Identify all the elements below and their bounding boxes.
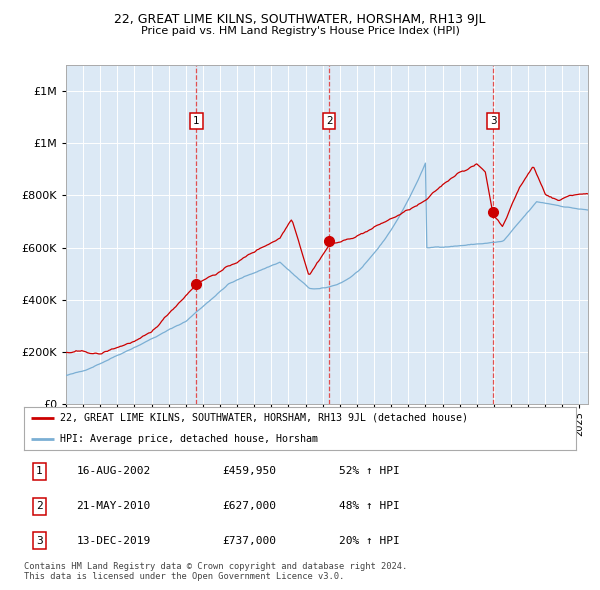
Text: 22, GREAT LIME KILNS, SOUTHWATER, HORSHAM, RH13 9JL: 22, GREAT LIME KILNS, SOUTHWATER, HORSHA… (114, 13, 486, 26)
Text: Price paid vs. HM Land Registry's House Price Index (HPI): Price paid vs. HM Land Registry's House … (140, 26, 460, 36)
Text: 1: 1 (193, 116, 200, 126)
Text: HPI: Average price, detached house, Horsham: HPI: Average price, detached house, Hors… (60, 434, 318, 444)
Text: 48% ↑ HPI: 48% ↑ HPI (338, 501, 400, 511)
Text: 22, GREAT LIME KILNS, SOUTHWATER, HORSHAM, RH13 9JL (detached house): 22, GREAT LIME KILNS, SOUTHWATER, HORSHA… (60, 413, 468, 422)
Text: 2: 2 (36, 501, 43, 511)
Text: 3: 3 (490, 116, 496, 126)
Text: 21-MAY-2010: 21-MAY-2010 (76, 501, 151, 511)
Text: 20% ↑ HPI: 20% ↑ HPI (338, 536, 400, 546)
Text: 1: 1 (36, 467, 43, 477)
Text: 16-AUG-2002: 16-AUG-2002 (76, 467, 151, 477)
Text: £459,950: £459,950 (223, 467, 277, 477)
Text: £627,000: £627,000 (223, 501, 277, 511)
Text: 13-DEC-2019: 13-DEC-2019 (76, 536, 151, 546)
Text: 3: 3 (36, 536, 43, 546)
Text: Contains HM Land Registry data © Crown copyright and database right 2024.
This d: Contains HM Land Registry data © Crown c… (24, 562, 407, 581)
Text: £737,000: £737,000 (223, 536, 277, 546)
Text: 52% ↑ HPI: 52% ↑ HPI (338, 467, 400, 477)
Text: 2: 2 (326, 116, 332, 126)
